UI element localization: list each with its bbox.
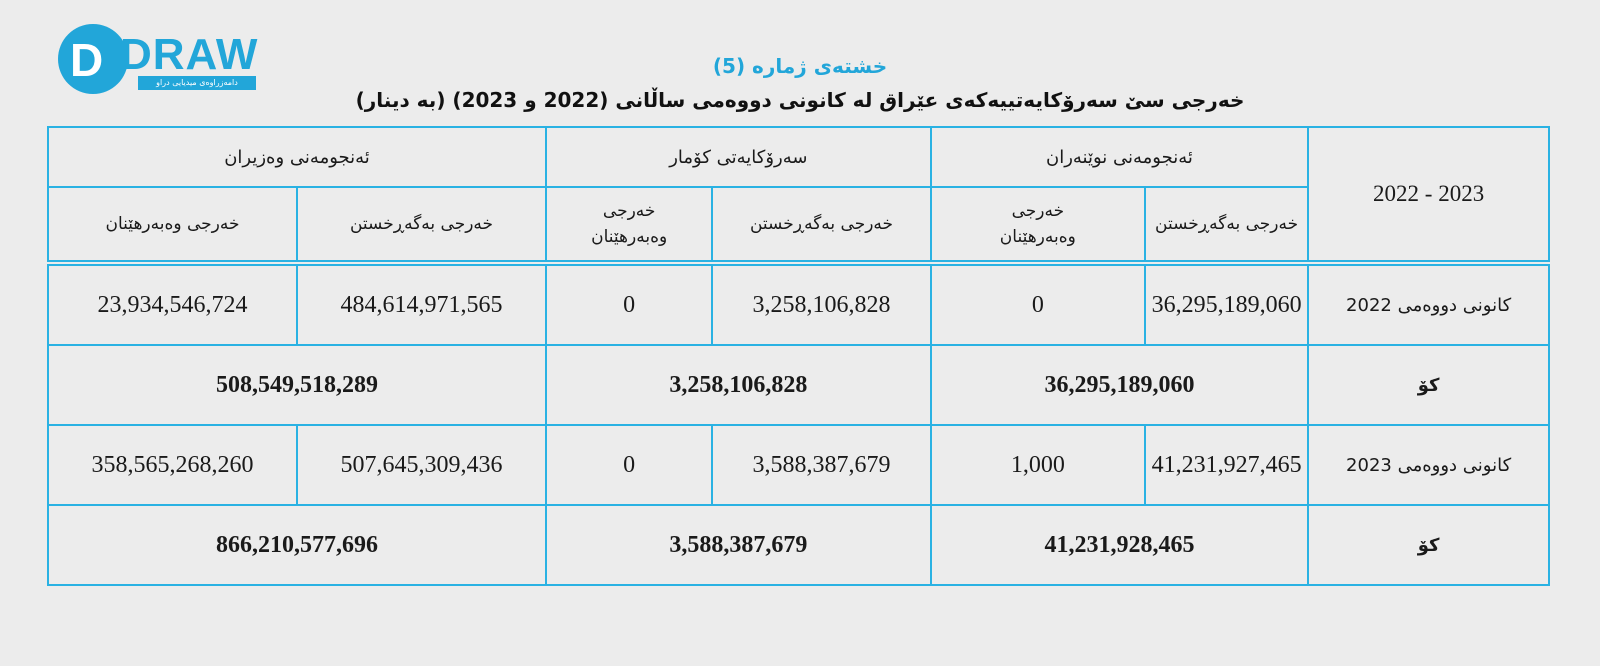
row-label: کانونی دووەمی 2022: [1307, 260, 1550, 346]
table-cell: 358,565,268,260: [46, 424, 299, 506]
expenditure-table: 2023 - 2022 ئەنجومەنی نوێنەران سەرۆکایەت…: [46, 126, 1550, 586]
header-row-groups: 2023 - 2022 ئەنجومەنی نوێنەران سەرۆکایەت…: [47, 126, 1550, 264]
total-cell: 3,258,106,828: [545, 344, 932, 426]
table-row: کانونی دووەمی 2023 41,231,927,465 1,000 …: [46, 424, 1550, 506]
table-cell: 484,614,971,565: [296, 260, 547, 346]
logo-letter: D: [70, 34, 104, 86]
sub-header-investment-line1: خەرجی: [1011, 201, 1065, 221]
table-cell: 3,258,106,828: [711, 260, 932, 346]
table-cell: 23,934,546,724: [46, 260, 299, 346]
sub-header-operating: خەرجی بەگەڕخستن: [1143, 186, 1310, 264]
table-cell: 0: [929, 260, 1146, 346]
total-label: کۆ: [1307, 344, 1550, 426]
table-number: خشتەی ژمارە (5): [712, 54, 888, 78]
row-label: کانونی دووەمی 2023: [1307, 424, 1550, 506]
group-header-parliament: ئەنجومەنی نوێنەران: [929, 126, 1310, 188]
total-row: کۆ 41,231,928,465 3,588,387,679 866,210,…: [47, 504, 1550, 586]
total-cell: 508,549,518,289: [47, 344, 547, 426]
sub-header-investment-line2: وەبەرهێنان: [591, 227, 668, 247]
sub-header-operating: خەرجی بەگەڕخستن: [296, 186, 547, 264]
table-cell: 1,000: [929, 424, 1146, 506]
group-header-presidency: سەرۆکایەتی کۆمار: [545, 126, 932, 188]
table-title: خەرجی سێ سەرۆکایەتییەکەی عێراق لە کانونی…: [355, 88, 1245, 112]
draw-logo: D DRAW دامەزراوەی میدیایی دراو: [58, 24, 258, 96]
sub-header-investment: خەرجی وەبەرهێنان: [46, 186, 299, 264]
total-label: کۆ: [1307, 504, 1550, 586]
logo-circle-icon: [58, 24, 128, 94]
logo-tagline: دامەزراوەی میدیایی دراو: [138, 76, 256, 90]
total-row: کۆ 36,295,189,060 3,258,106,828 508,549,…: [47, 344, 1550, 426]
table-row: کانونی دووەمی 2022 36,295,189,060 0 3,25…: [46, 260, 1550, 346]
sub-header-investment: خەرجی وەبەرهێنان: [929, 186, 1146, 264]
table-cell: 41,231,927,465: [1143, 424, 1310, 506]
header-row-subcolumns: خەرجی بەگەڕخستن خەرجی وەبەرهێنان خەرجی ب…: [46, 186, 1549, 264]
table-cell: 0: [544, 424, 714, 506]
total-cell: 866,210,577,696: [47, 504, 547, 586]
logo-wordmark: DRAW: [120, 30, 259, 79]
sub-header-investment-line2: وەبەرهێنان: [999, 227, 1076, 247]
total-cell: 36,295,189,060: [929, 344, 1310, 426]
year-range-header: 2023 - 2022: [1307, 126, 1550, 264]
table-cell: 3,588,387,679: [711, 424, 932, 506]
total-cell: 41,231,928,465: [929, 504, 1310, 586]
table-cell: 36,295,189,060: [1143, 260, 1310, 346]
sub-header-investment-line1: خەرجی: [602, 201, 656, 221]
group-header-council-of-ministers: ئەنجومەنی وەزیران: [47, 126, 547, 188]
sub-header-investment: خەرجی وەبەرهێنان: [544, 186, 714, 264]
total-cell: 3,588,387,679: [545, 504, 932, 586]
sub-header-operating: خەرجی بەگەڕخستن: [711, 186, 932, 264]
table-cell: 0: [544, 260, 714, 346]
table-cell: 507,645,309,436: [296, 424, 547, 506]
